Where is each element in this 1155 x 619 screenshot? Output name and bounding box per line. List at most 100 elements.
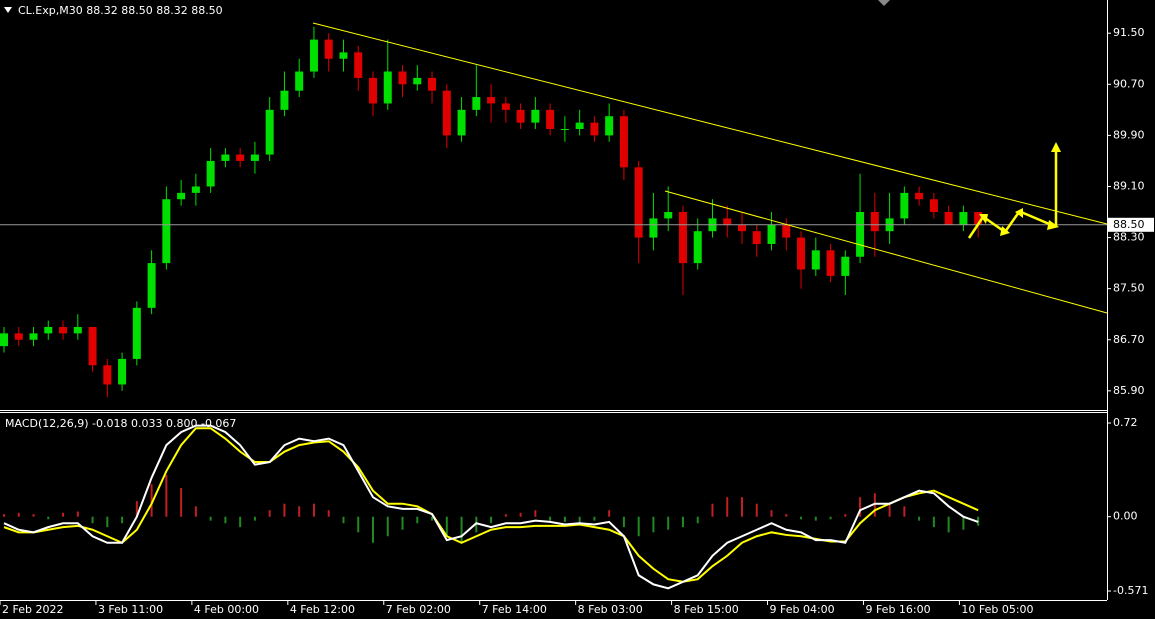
x-tick-label: 10 Feb 05:00 — [961, 603, 1033, 616]
histogram-bar — [844, 514, 847, 517]
candle-body — [590, 122, 599, 136]
y-tick-label: 90.70 — [1113, 77, 1145, 90]
trend-line — [664, 190, 1108, 314]
candle-body — [295, 71, 304, 91]
histogram-bar — [549, 516, 552, 521]
histogram-bar — [283, 503, 286, 517]
histogram-bar — [932, 516, 935, 528]
histogram-bar — [47, 516, 50, 520]
histogram-bar — [239, 516, 242, 528]
candle-body — [974, 212, 983, 225]
candle-body — [915, 192, 924, 200]
histogram-bar — [593, 516, 596, 521]
candle-body — [73, 326, 82, 334]
candle-body — [103, 365, 112, 385]
candle-body — [767, 224, 776, 244]
candle-body — [575, 122, 584, 130]
candle-body — [634, 167, 643, 238]
y-tick-label: 0.00 — [1113, 510, 1138, 523]
y-tick-label: 86.70 — [1113, 333, 1145, 346]
x-tick-label: 2 Feb 2022 — [2, 603, 63, 616]
trend-line — [312, 22, 1108, 225]
histogram-bar — [357, 516, 360, 533]
candle-body — [560, 129, 569, 131]
candle-body — [546, 109, 555, 130]
histogram-bar — [637, 516, 640, 537]
candle-body — [369, 77, 377, 104]
candle-body — [678, 212, 687, 264]
candle-body — [383, 71, 392, 104]
candle-body — [44, 326, 53, 334]
histogram-bar — [504, 514, 507, 517]
histogram-bar — [194, 506, 197, 517]
y-tick-label: 85.90 — [1113, 384, 1145, 397]
candle-body — [59, 326, 68, 334]
histogram-bar — [32, 514, 35, 517]
y-tick-label: -0.571 — [1113, 584, 1148, 597]
histogram-bar — [519, 512, 522, 517]
arrow-head — [1000, 226, 1010, 236]
histogram-bar — [726, 497, 729, 517]
histogram-bar — [741, 497, 743, 517]
histogram-bar — [268, 510, 271, 517]
candle-body — [324, 39, 333, 59]
candle-body — [29, 333, 38, 340]
histogram-bar — [652, 516, 655, 533]
histogram-bar — [563, 516, 566, 522]
y-tick-label: 91.50 — [1113, 26, 1145, 39]
candle-body — [841, 256, 850, 276]
candle-body — [649, 218, 658, 238]
histogram-bar — [785, 514, 788, 517]
histogram-bar — [298, 506, 301, 517]
x-tick-label: 4 Feb 00:00 — [194, 603, 259, 616]
current-price-label: 88.50 — [1113, 218, 1145, 231]
histogram-bar — [534, 510, 537, 517]
histogram-bar — [814, 516, 817, 521]
x-tick-label: 3 Feb 11:00 — [98, 603, 163, 616]
histogram-bar — [667, 516, 670, 530]
histogram-bar — [121, 516, 124, 524]
arrow-head — [1047, 220, 1059, 230]
histogram-bar — [755, 503, 758, 517]
histogram-bar — [416, 516, 419, 524]
x-tick-label: 9 Feb 04:00 — [770, 603, 835, 616]
macd-line — [3, 424, 979, 590]
indicator-title: MACD(12,26,9) -0.018 0.033 0.800 -0.067 — [5, 417, 236, 430]
histogram-bar — [608, 510, 611, 517]
x-tick-label: 8 Feb 15:00 — [674, 603, 739, 616]
histogram-bar — [578, 516, 581, 524]
histogram-bar — [800, 516, 803, 520]
histogram-bar — [342, 516, 345, 524]
histogram-bar — [386, 516, 389, 537]
candle-body — [870, 212, 879, 232]
candle-body — [428, 77, 437, 91]
candle-body — [487, 97, 496, 104]
histogram-bar — [91, 516, 94, 524]
histogram-bar — [681, 516, 684, 528]
candle-body — [531, 109, 540, 123]
candle-body — [88, 326, 97, 366]
candle-body — [339, 52, 348, 59]
candle-body — [501, 103, 510, 110]
candle-body — [811, 250, 820, 270]
histogram-bar — [62, 512, 65, 517]
histogram-bar — [460, 516, 463, 543]
candle-body — [398, 71, 407, 85]
shift-marker — [878, 0, 890, 6]
histogram-bar — [873, 493, 876, 517]
histogram-bar — [859, 497, 862, 517]
histogram-bar — [711, 503, 714, 517]
histogram-bar — [770, 510, 773, 517]
candle-body — [206, 160, 215, 187]
histogram-bar — [445, 516, 448, 537]
candle-body — [605, 116, 614, 136]
candle-body — [250, 154, 259, 161]
candle-body — [664, 212, 673, 219]
candle-body — [0, 333, 8, 347]
histogram-bar — [224, 516, 227, 524]
candle-body — [619, 116, 628, 168]
current-price-box — [1108, 217, 1154, 232]
histogram-bar — [209, 516, 212, 521]
candle-body — [516, 109, 525, 123]
